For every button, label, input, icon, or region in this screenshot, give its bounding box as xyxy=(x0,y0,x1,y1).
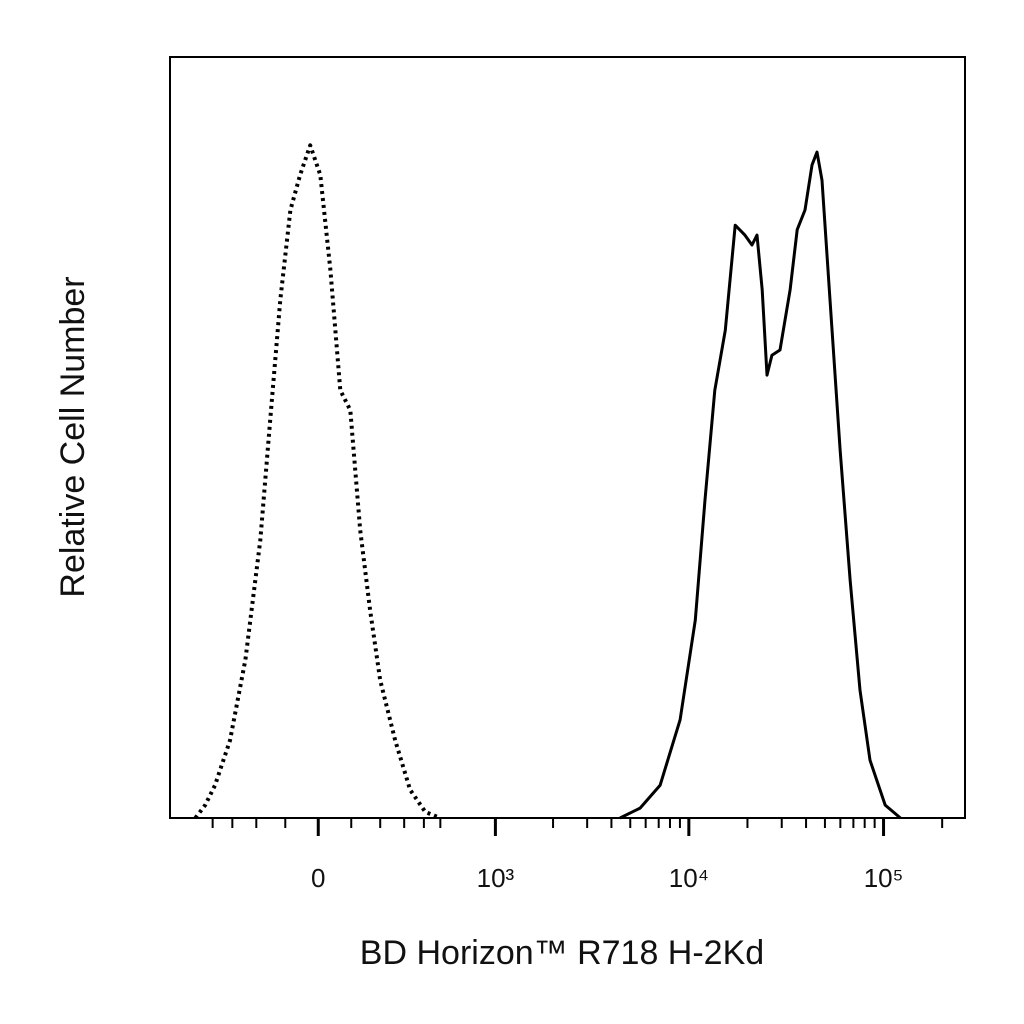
y-axis-label: Relative Cell Number xyxy=(54,276,92,597)
histogram-line xyxy=(193,143,441,820)
x-axis-label: BD Horizon™ R718 H-2Kd xyxy=(360,934,764,972)
x-tick-label: 10⁵ xyxy=(864,863,904,893)
plot-frame xyxy=(169,56,966,819)
x-tick-label: 10⁴ xyxy=(669,863,709,893)
x-tick-label: 0 xyxy=(311,863,325,893)
x-tick-label: 10³ xyxy=(477,863,515,893)
histogram-line xyxy=(619,150,902,820)
